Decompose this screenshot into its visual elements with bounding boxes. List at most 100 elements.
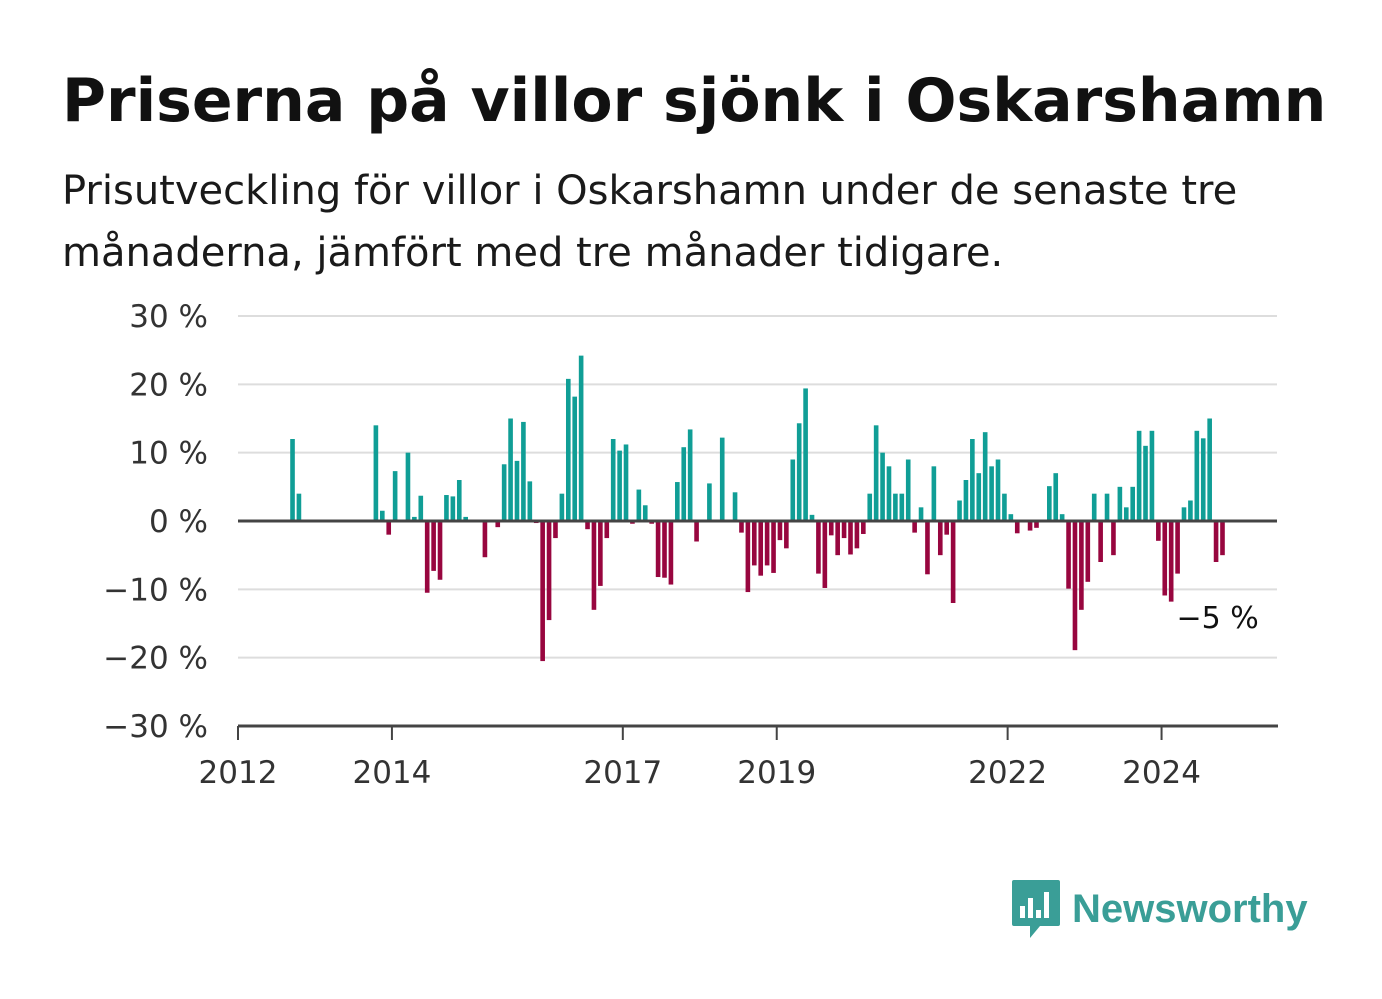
bar: [668, 521, 674, 585]
y-tick-label: −20 %: [103, 641, 208, 677]
x-tick-label: 2017: [583, 755, 662, 791]
bar: [950, 521, 956, 603]
bar: [572, 396, 578, 521]
bar: [386, 521, 392, 535]
bar: [623, 444, 629, 521]
bar: [816, 521, 821, 574]
bar: [1181, 507, 1187, 521]
brand-name: Newsworthy: [1072, 886, 1308, 931]
bar: [937, 521, 943, 556]
bar: [1130, 486, 1136, 521]
bar: [982, 432, 988, 521]
bar: [482, 521, 488, 558]
bar: [1091, 493, 1097, 521]
bar: [1188, 500, 1193, 521]
bar: [514, 460, 520, 521]
bar: [1104, 493, 1110, 521]
x-tick-label: 2024: [1122, 755, 1201, 791]
bar: [1213, 521, 1219, 562]
bar: [796, 423, 802, 521]
bar: [1194, 430, 1200, 521]
bar: [591, 521, 597, 610]
bar: [1059, 514, 1065, 521]
bar: [861, 521, 866, 534]
x-tick-label: 2022: [968, 755, 1047, 791]
bar: [784, 521, 789, 549]
bar: [508, 418, 513, 521]
bar: [546, 521, 552, 621]
bar: [1053, 473, 1059, 521]
bar: [412, 516, 417, 521]
bar: [931, 466, 937, 521]
last-value-annotation: −5 %: [1177, 601, 1259, 636]
bar: [553, 521, 558, 539]
bar: [617, 450, 622, 521]
bar: [565, 378, 571, 521]
bar: [893, 493, 898, 521]
bar: [1143, 445, 1148, 521]
bar: [578, 355, 584, 521]
bar: [1162, 521, 1168, 596]
bar: [989, 466, 994, 521]
bar: [732, 492, 738, 521]
bar: [521, 421, 526, 521]
bar: [758, 521, 764, 576]
bar: [392, 471, 398, 521]
bar: [1079, 521, 1084, 610]
bar: [841, 521, 847, 539]
bar: [970, 439, 975, 521]
bar: [899, 493, 905, 521]
bar: [828, 521, 834, 536]
bar: [424, 521, 430, 593]
bar: [495, 521, 501, 528]
bar: [745, 521, 751, 593]
x-axis-ticks: 2012 2014 2017 2019 2022 2024: [199, 726, 1201, 791]
y-tick-label: −30 %: [103, 709, 208, 745]
y-tick-label: 10 %: [129, 436, 208, 472]
bar: [463, 516, 468, 521]
bar: [771, 521, 776, 573]
bar: [925, 521, 930, 575]
bar: [854, 521, 860, 549]
bar: [1034, 521, 1039, 528]
bar: [1098, 521, 1103, 562]
bar: [1136, 430, 1142, 521]
bar: [719, 437, 725, 521]
brand-logo: Newsworthy: [1010, 878, 1308, 940]
bar: [405, 452, 411, 521]
x-tick-label: 2012: [199, 755, 278, 791]
y-tick-label: −10 %: [103, 572, 208, 608]
bar: [918, 507, 924, 521]
bar: [707, 483, 712, 521]
x-tick-label: 2014: [352, 755, 431, 791]
bar: [527, 481, 533, 521]
bar: [662, 521, 667, 578]
bar: [559, 493, 565, 521]
bar: [790, 459, 796, 521]
bar: [456, 480, 462, 521]
bar: [610, 439, 616, 521]
bar: [444, 495, 449, 521]
bar: [1008, 514, 1014, 521]
bar: [751, 521, 757, 566]
bar: [1085, 521, 1091, 582]
bar: [1027, 521, 1033, 531]
bar: [1200, 438, 1206, 521]
y-tick-label: 30 %: [129, 299, 208, 335]
y-tick-label: 20 %: [129, 367, 208, 403]
bar: [803, 388, 808, 521]
bar: [598, 521, 603, 586]
bar: [437, 521, 443, 580]
chart-title: Priserna på villor sjönk i Oskarshamn: [62, 66, 1327, 136]
bar: [1117, 486, 1123, 521]
bar: [1111, 521, 1116, 556]
bar: [835, 521, 840, 556]
bar: [764, 521, 770, 566]
bar: [687, 429, 693, 521]
bar: [963, 480, 969, 521]
bar: [1175, 521, 1180, 574]
bar: [675, 482, 680, 521]
bar: [944, 521, 950, 535]
bar: [501, 464, 507, 521]
